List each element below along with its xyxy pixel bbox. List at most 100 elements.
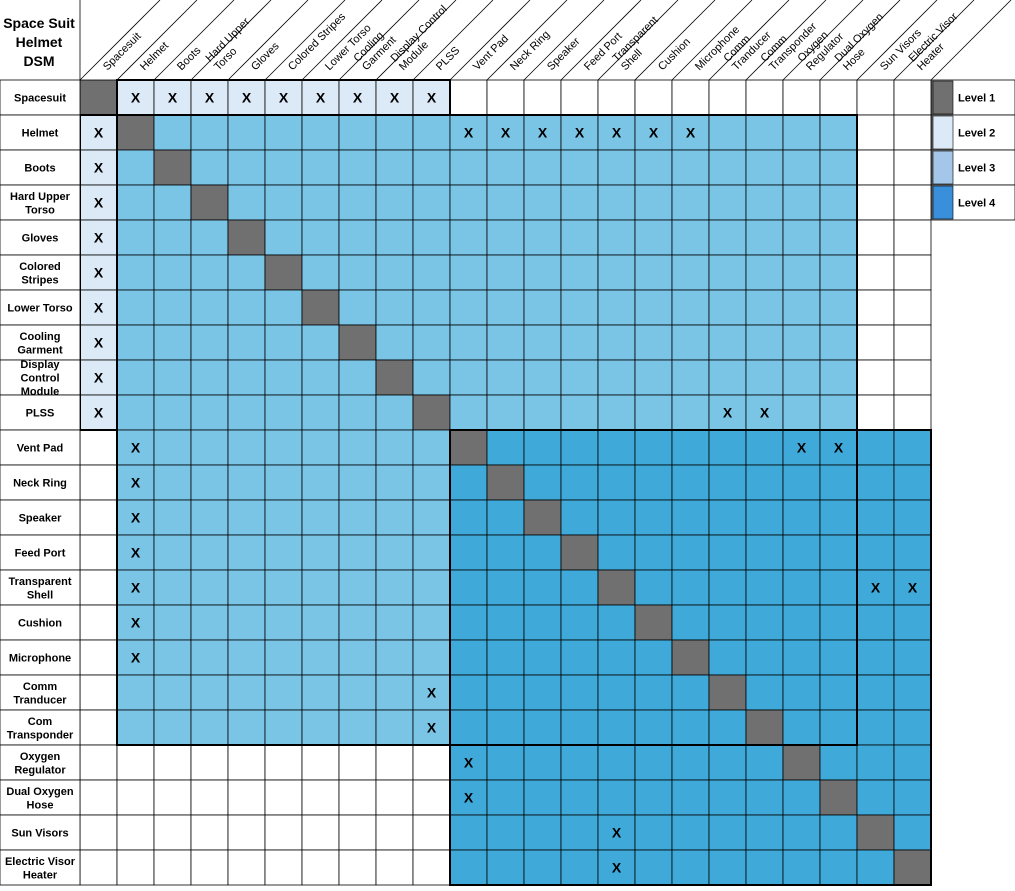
matrix-cell	[819, 744, 858, 781]
title-line-1: Space Suit	[3, 15, 75, 31]
matrix-cell	[745, 184, 784, 221]
matrix-cell	[412, 359, 451, 396]
matrix-cell	[671, 324, 710, 361]
matrix-cell	[153, 639, 192, 676]
matrix-cell	[597, 464, 636, 501]
diagonal-cell	[560, 534, 599, 571]
matrix-cell	[79, 779, 118, 816]
legend-label: Level 2	[958, 128, 995, 140]
matrix-cell	[856, 849, 895, 886]
matrix-cell	[745, 464, 784, 501]
matrix-cell	[264, 289, 303, 326]
matrix-cell	[190, 359, 229, 396]
matrix-cell	[523, 604, 562, 641]
matrix-cell	[523, 744, 562, 781]
column-header-line	[560, 0, 642, 81]
matrix-cell	[190, 534, 229, 571]
matrix-cell	[486, 184, 525, 221]
matrix-cell	[227, 814, 266, 851]
matrix-cell	[708, 639, 747, 676]
matrix-cell	[375, 289, 414, 326]
matrix-cell	[190, 499, 229, 536]
matrix-cell	[671, 394, 710, 431]
matrix-cell	[153, 534, 192, 571]
matrix-cell	[782, 604, 821, 641]
matrix-cell	[375, 184, 414, 221]
matrix-cell	[745, 744, 784, 781]
row-label-line: Cooling	[20, 331, 61, 343]
matrix-cell	[671, 569, 710, 606]
dependency-mark: X	[797, 440, 807, 456]
matrix-cell	[597, 184, 636, 221]
matrix-cell	[338, 254, 377, 291]
matrix-cell	[523, 359, 562, 396]
matrix-cell	[523, 324, 562, 361]
matrix-cell	[190, 254, 229, 291]
row-label-line: Stripes	[21, 274, 58, 286]
matrix-cell	[560, 79, 599, 116]
matrix-cell	[375, 149, 414, 186]
matrix-cell	[523, 779, 562, 816]
matrix-cell	[264, 849, 303, 886]
matrix-cell	[856, 114, 895, 151]
column-header-line	[856, 0, 938, 81]
matrix-cell	[338, 114, 377, 151]
matrix-cell	[671, 604, 710, 641]
matrix-cell	[412, 499, 451, 536]
matrix-cell	[116, 394, 155, 431]
matrix-cell	[116, 709, 155, 746]
matrix-cell	[153, 464, 192, 501]
matrix-cell	[301, 324, 340, 361]
matrix-cell	[227, 289, 266, 326]
matrix-cell	[375, 254, 414, 291]
matrix-cell	[116, 219, 155, 256]
column-label-line: Boots	[175, 44, 204, 73]
dependency-mark: X	[131, 475, 141, 491]
matrix-cell	[856, 324, 895, 361]
matrix-cell	[560, 639, 599, 676]
matrix-cell	[856, 79, 895, 116]
matrix-cell	[523, 184, 562, 221]
matrix-cell	[597, 604, 636, 641]
diagonal-cell	[338, 324, 377, 361]
matrix-cell	[264, 394, 303, 431]
matrix-cells	[79, 79, 932, 886]
matrix-cell	[634, 394, 673, 431]
matrix-cell	[560, 604, 599, 641]
matrix-cell	[190, 604, 229, 641]
matrix-cell	[597, 149, 636, 186]
matrix-cell	[190, 814, 229, 851]
matrix-cell	[190, 149, 229, 186]
matrix-cell	[412, 604, 451, 641]
matrix-cell	[523, 674, 562, 711]
matrix-cell	[671, 184, 710, 221]
row-label: Oxygen Regulator	[14, 751, 66, 777]
matrix-cell	[560, 394, 599, 431]
matrix-cell	[856, 394, 895, 431]
column-header-line	[301, 0, 383, 81]
matrix-cell	[449, 464, 488, 501]
matrix-cell	[634, 744, 673, 781]
legend-swatch	[932, 80, 954, 115]
matrix-cell	[745, 849, 784, 886]
diagonal-cell	[671, 639, 710, 676]
matrix-cell	[708, 114, 747, 151]
matrix-cell	[338, 639, 377, 676]
matrix-cell	[634, 79, 673, 116]
matrix-cell	[893, 499, 932, 536]
matrix-cell	[745, 429, 784, 466]
matrix-cell	[708, 744, 747, 781]
matrix-cell	[856, 499, 895, 536]
matrix-cell	[597, 499, 636, 536]
matrix-cell	[893, 639, 932, 676]
matrix-cell	[782, 464, 821, 501]
matrix-cell	[264, 429, 303, 466]
row-label-line: Display	[20, 359, 60, 371]
matrix-cell	[338, 429, 377, 466]
level-block-outline	[449, 429, 932, 886]
matrix-cell	[264, 534, 303, 571]
column-header-line	[449, 0, 531, 81]
row-label-line: Comm	[23, 681, 57, 693]
matrix-cell	[523, 849, 562, 886]
